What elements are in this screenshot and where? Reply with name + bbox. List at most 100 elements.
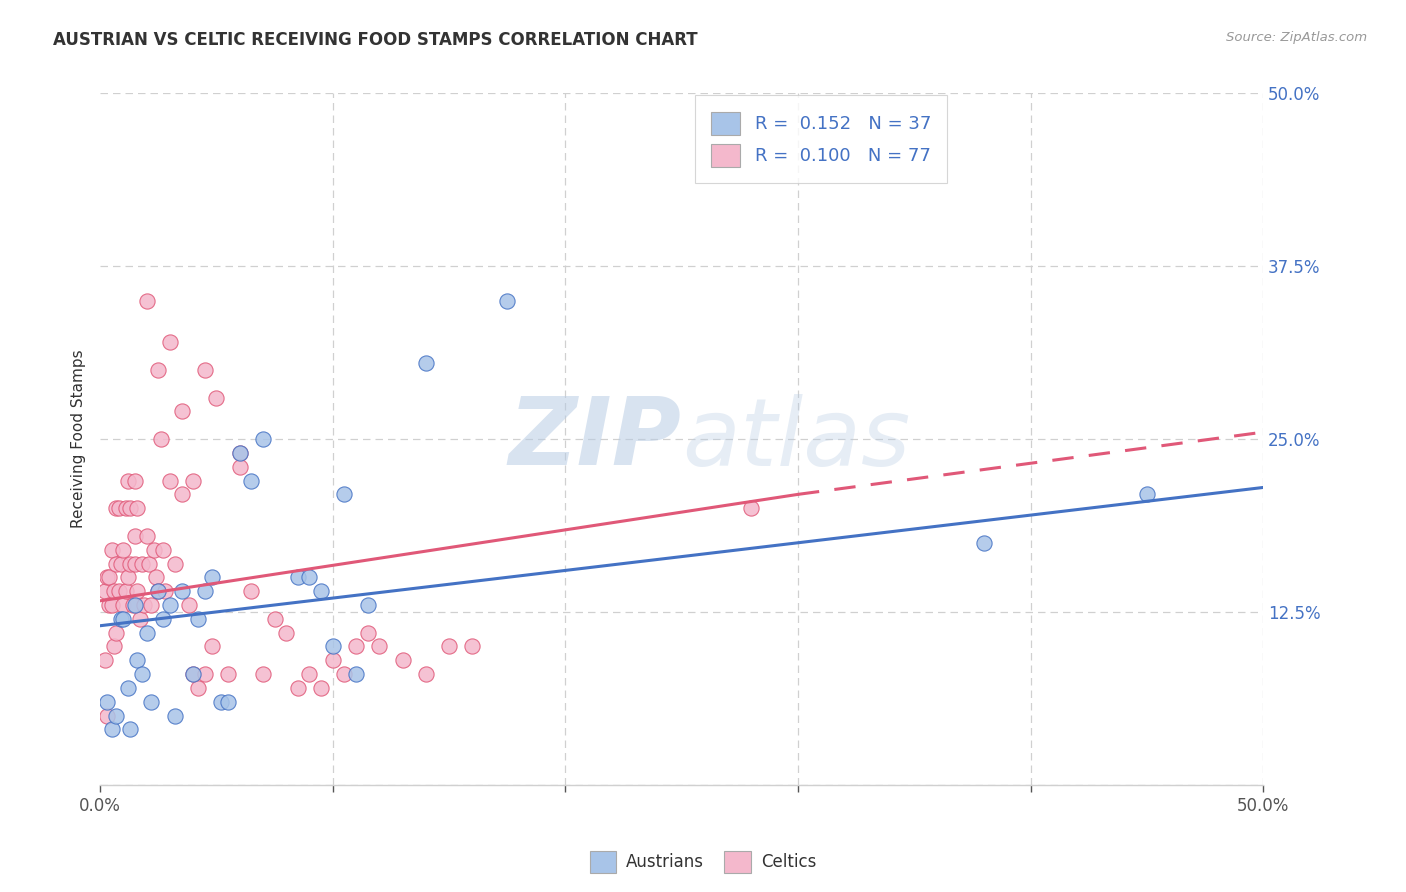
Point <box>117 474 139 488</box>
Point <box>152 542 174 557</box>
Point <box>205 391 228 405</box>
Point <box>163 708 186 723</box>
Point <box>112 612 135 626</box>
Point <box>187 681 209 695</box>
Point <box>112 598 135 612</box>
Point <box>356 625 378 640</box>
Point <box>240 474 263 488</box>
Point <box>187 612 209 626</box>
Y-axis label: Receiving Food Stamps: Receiving Food Stamps <box>72 350 86 528</box>
Point <box>110 557 132 571</box>
Legend: Austrians, Celtics: Austrians, Celtics <box>583 845 823 880</box>
Point <box>105 557 128 571</box>
Point <box>141 695 163 709</box>
Point <box>1136 487 1159 501</box>
Point <box>100 542 122 557</box>
Point <box>177 598 200 612</box>
Point <box>94 584 117 599</box>
Point <box>120 723 142 737</box>
Point <box>163 557 186 571</box>
Point <box>100 598 122 612</box>
Point <box>148 363 170 377</box>
Point <box>128 612 150 626</box>
Point <box>124 598 146 612</box>
Point <box>240 584 263 599</box>
Point <box>142 542 165 557</box>
Point <box>135 529 157 543</box>
Point <box>131 557 153 571</box>
Point <box>98 570 121 584</box>
Point <box>170 487 193 501</box>
Point <box>194 667 217 681</box>
Point <box>110 612 132 626</box>
Point <box>98 598 121 612</box>
Point <box>120 557 142 571</box>
Point <box>135 293 157 308</box>
Point <box>181 667 204 681</box>
Text: Source: ZipAtlas.com: Source: ZipAtlas.com <box>1226 31 1367 45</box>
Point <box>344 667 367 681</box>
Point <box>134 598 156 612</box>
Point <box>437 640 460 654</box>
Point <box>263 612 285 626</box>
Point <box>121 598 143 612</box>
Point <box>740 501 762 516</box>
Point <box>228 459 250 474</box>
Point <box>973 535 995 549</box>
Point <box>114 584 136 599</box>
Point <box>107 584 129 599</box>
Point <box>309 681 332 695</box>
Point <box>194 363 217 377</box>
Point <box>356 598 378 612</box>
Point <box>96 570 118 584</box>
Point <box>228 446 250 460</box>
Point <box>252 667 274 681</box>
Point <box>209 695 232 709</box>
Point <box>148 584 170 599</box>
Text: AUSTRIAN VS CELTIC RECEIVING FOOD STAMPS CORRELATION CHART: AUSTRIAN VS CELTIC RECEIVING FOOD STAMPS… <box>53 31 697 49</box>
Point <box>131 667 153 681</box>
Point <box>170 584 193 599</box>
Point <box>217 695 239 709</box>
Point <box>201 640 224 654</box>
Point <box>333 487 356 501</box>
Point <box>103 640 125 654</box>
Point <box>298 667 321 681</box>
Point <box>287 570 309 584</box>
Point <box>100 723 122 737</box>
Point <box>148 584 170 599</box>
Point <box>276 625 298 640</box>
Point <box>127 501 149 516</box>
Legend: R =  0.152   N = 37, R =  0.100   N = 77: R = 0.152 N = 37, R = 0.100 N = 77 <box>695 95 948 184</box>
Point <box>181 474 204 488</box>
Point <box>124 474 146 488</box>
Point <box>391 653 413 667</box>
Point <box>461 640 484 654</box>
Point <box>103 584 125 599</box>
Point <box>159 335 181 350</box>
Point <box>309 584 332 599</box>
Point <box>149 432 172 446</box>
Point <box>170 404 193 418</box>
Point <box>298 570 321 584</box>
Point <box>94 653 117 667</box>
Point <box>217 667 239 681</box>
Point <box>145 570 167 584</box>
Point <box>194 584 217 599</box>
Point <box>181 667 204 681</box>
Point <box>127 584 149 599</box>
Point <box>124 529 146 543</box>
Point <box>228 446 250 460</box>
Point <box>96 695 118 709</box>
Point <box>105 625 128 640</box>
Point <box>155 584 177 599</box>
Point <box>159 598 181 612</box>
Point <box>127 653 149 667</box>
Point <box>141 598 163 612</box>
Point <box>159 474 181 488</box>
Point <box>138 557 160 571</box>
Point <box>96 708 118 723</box>
Point <box>252 432 274 446</box>
Point <box>120 501 142 516</box>
Point <box>344 640 367 654</box>
